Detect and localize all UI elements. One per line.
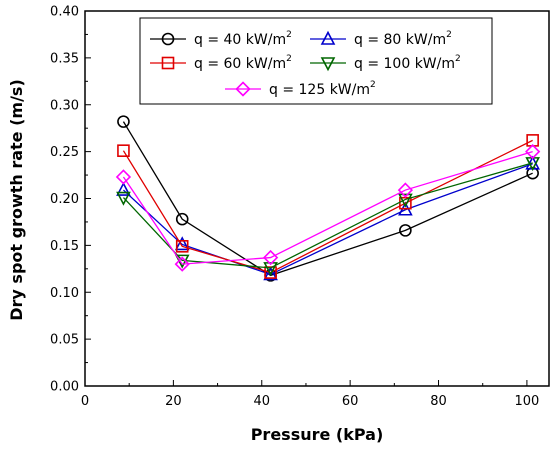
- legend-entry: q = 100 kW/m2: [310, 54, 461, 72]
- y-tick-label: 0.20: [50, 192, 79, 207]
- legend-label-sup: 2: [286, 30, 292, 40]
- data-point: [399, 224, 412, 237]
- data-point: [263, 266, 278, 281]
- data-point: [397, 182, 414, 198]
- legend-marker: [320, 30, 336, 45]
- series-5: [115, 143, 541, 272]
- ticks: 0 20 40 60 80 100 0.00 0.05 0.10 0.15 0.20 0.25 0.30…: [50, 5, 539, 410]
- data-point: [174, 256, 190, 272]
- legend-label-sup: 2: [286, 54, 292, 64]
- data-point: [117, 144, 130, 157]
- legend-label-sup: 2: [370, 80, 376, 90]
- data-point: [116, 181, 131, 196]
- y-axis-title: Dry spot growth rate (m/s): [7, 79, 26, 321]
- legend-marker: [320, 57, 336, 72]
- y-tick-label: 0.35: [50, 51, 79, 66]
- legend-box: [139, 17, 493, 105]
- data-point: [175, 212, 189, 226]
- data-point: [398, 193, 413, 208]
- data-point: [174, 236, 190, 251]
- y-tick-label: 0.15: [50, 239, 79, 254]
- data-point: [263, 262, 278, 277]
- legend: q = 40 kW/m2 q = 80 kW/m2 q = 60 kW/m2 q = …: [150, 30, 461, 98]
- legend-label: q = 125 kW/m2: [269, 80, 376, 98]
- legend-marker: [161, 56, 175, 70]
- x-tick-label: 40: [253, 394, 270, 409]
- legend-entry: q = 40 kW/m2: [150, 30, 292, 48]
- data-point: [115, 169, 132, 185]
- y-tick-label: 0.10: [50, 286, 79, 301]
- data-point: [525, 143, 541, 160]
- series-line: [122, 151, 533, 265]
- data-point: [117, 115, 130, 128]
- y-tick-label: 0.30: [50, 98, 79, 113]
- y-tick-label: 0.00: [50, 380, 79, 395]
- series-layer: [115, 115, 541, 282]
- legend-label: q = 60 kW/m2: [194, 54, 292, 72]
- series-line: [122, 139, 533, 274]
- y-tick-label: 0.25: [50, 145, 79, 160]
- legend-label-sup: 2: [455, 54, 461, 64]
- series-line: [122, 162, 533, 269]
- y-tick-label: 0.05: [50, 333, 79, 348]
- x-axis-title: Pressure (kPa): [251, 425, 384, 444]
- x-tick-label: 0: [81, 394, 89, 409]
- legend-entry: q = 60 kW/m2: [150, 54, 292, 72]
- x-tick-label: 100: [514, 394, 539, 409]
- x-tick-label: 80: [430, 394, 447, 409]
- legend-marker: [235, 81, 251, 97]
- x-tick-label: 60: [342, 394, 359, 409]
- data-point: [116, 191, 131, 206]
- data-point: [264, 266, 277, 279]
- legend-label: q = 100 kW/m2: [354, 54, 461, 72]
- legend-marker: [161, 32, 175, 46]
- legend-label: q = 80 kW/m2: [354, 30, 452, 48]
- y-tick-label: 0.40: [50, 5, 79, 20]
- legend-entry: q = 80 kW/m2: [310, 30, 452, 48]
- legend-entry: q = 125 kW/m2: [225, 80, 376, 98]
- legend-label: q = 40 kW/m2: [194, 30, 292, 48]
- x-tick-label: 20: [165, 394, 182, 409]
- data-point: [175, 240, 189, 253]
- legend-label-sup: 2: [446, 30, 452, 40]
- data-point: [262, 249, 279, 266]
